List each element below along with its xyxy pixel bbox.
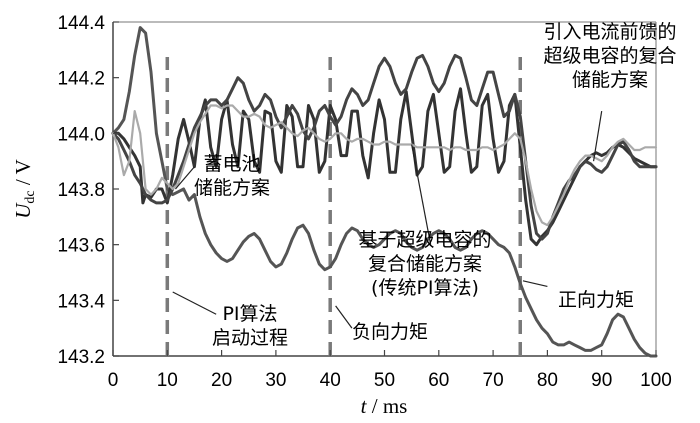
x-tick-label: 10	[157, 370, 178, 391]
y-tick-label: 143.8	[57, 180, 105, 201]
annotation-text-line: 正向力矩	[558, 289, 634, 311]
annotation-text-line: 蓄电池	[203, 153, 260, 175]
x-tick-label: 50	[374, 370, 395, 391]
event-lines	[165, 57, 522, 356]
x-tick-label: 90	[591, 370, 612, 391]
annotation-pointer	[172, 291, 217, 315]
y-tick-label: 144.0	[57, 124, 105, 145]
y-tick-label: 144.4	[57, 13, 105, 34]
annotation-text-line: 负向力矩	[352, 321, 428, 343]
annotation-pointer	[522, 280, 548, 288]
x-axis-label: t / ms	[361, 394, 408, 418]
series-line-1	[111, 26, 658, 358]
annotation-text-line: PI算法	[222, 303, 277, 325]
y-tick-label: 144.2	[57, 69, 105, 90]
series-line-3	[111, 53, 658, 241]
annotation-pointer	[335, 305, 353, 329]
y-axis-label: Udc / V	[11, 159, 38, 219]
annotation-pointer	[411, 144, 432, 245]
annotation-pointers	[172, 110, 603, 329]
annotations: 蓄电池储能方案引入电流前馈的超级电容的复合储能方案基于超级电容的复合储能方案(传…	[194, 21, 677, 349]
x-tick-label: 60	[428, 370, 449, 391]
annotation-text-line: (传统PI算法)	[371, 277, 479, 299]
annotation-text-line: 储能方案	[194, 177, 270, 199]
x-tick-label: 70	[483, 370, 504, 391]
annotation-text-line: 超级电容的复合	[543, 45, 676, 67]
series-lines	[111, 26, 658, 358]
annotation-text-line: 储能方案	[572, 69, 648, 91]
annotation-pointer	[174, 166, 195, 190]
y-tick-label: 143.4	[57, 291, 105, 312]
annotation-label: 正向力矩	[558, 289, 634, 311]
axis-ticks: 0 10 20 30 40 50 60 70 80 90 100 143.2 143.4 143.6 143…	[57, 13, 671, 391]
y-tick-label: 143.6	[57, 236, 105, 257]
y-tick-label: 143.2	[57, 347, 105, 368]
x-tick-label: 80	[537, 370, 558, 391]
x-tick-label: 20	[211, 370, 232, 391]
annotation-text-line: 复合储能方案	[368, 253, 482, 275]
x-tick-label: 0	[108, 370, 119, 391]
annotation-text-line: 引入电流前馈的	[543, 21, 676, 43]
series-line-4	[111, 104, 658, 227]
annotation-text-line: 基于超级电容的	[358, 229, 491, 251]
x-tick-label: 40	[320, 370, 341, 391]
annotation-pointer	[592, 110, 603, 162]
x-tick-label: 30	[265, 370, 286, 391]
annotation-text-line: 启动过程	[212, 327, 288, 349]
x-tick-label: 100	[640, 370, 672, 391]
series-line-2	[111, 87, 658, 247]
annotation-label: 负向力矩	[352, 321, 428, 343]
